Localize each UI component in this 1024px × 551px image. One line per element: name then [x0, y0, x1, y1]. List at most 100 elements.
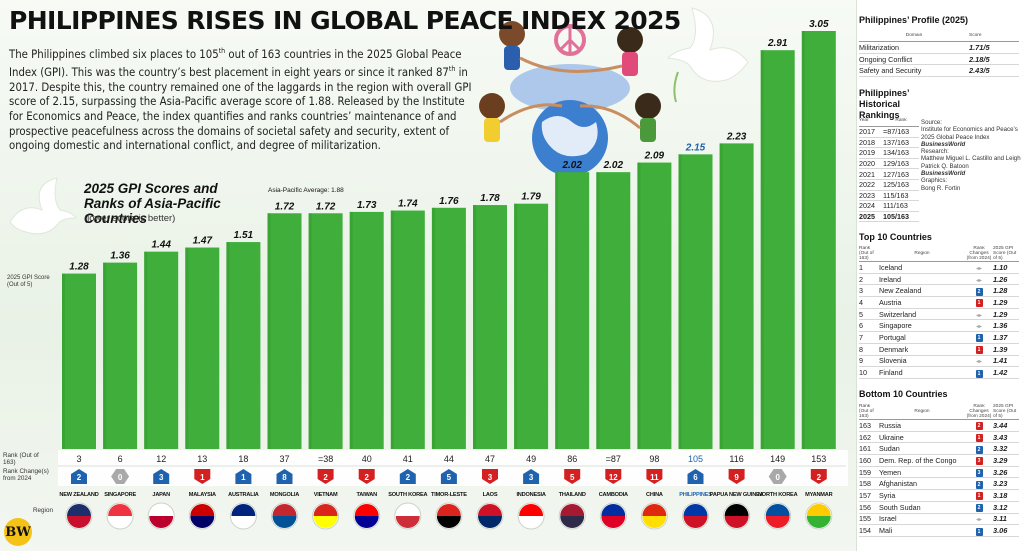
bottom10-row: 155 Israel ◂▸ 3.11: [859, 514, 1019, 526]
bar: [185, 247, 220, 449]
history-header-row: Year Rank: [859, 115, 919, 127]
history-rank: 129/163: [883, 159, 909, 169]
rank-label: 116: [729, 454, 743, 464]
value-label: 1.73: [357, 200, 377, 211]
bottom10-row: 160 Dem. Rep. of the Congo 3 3.29: [859, 455, 1019, 467]
top10-rank: 4: [859, 297, 863, 307]
history-header-year: Year: [859, 118, 869, 123]
rank-label: 105: [688, 454, 703, 464]
profile-domain: Ongoing Conflict: [859, 54, 913, 64]
flag-band: [724, 516, 749, 528]
top10-row: 1 Iceland ◂▸ 1.10: [859, 262, 1019, 274]
top10-score: 1.37: [993, 332, 1008, 342]
history-year: 2017: [859, 127, 875, 137]
flag-band: [108, 516, 133, 528]
flag-band: [601, 516, 626, 528]
top10-row: 9 Slovenia ◂▸ 1.41: [859, 356, 1019, 368]
bar-shade: [185, 247, 189, 449]
value-label: 2.91: [767, 38, 788, 49]
flag-band: [478, 516, 502, 528]
category-label: VIETNAM: [314, 492, 338, 498]
bar: [760, 50, 795, 449]
history-year: 2020: [859, 159, 875, 169]
bottom10-rank: 157: [859, 490, 871, 500]
top10-row: 2 Ireland ◂▸ 1.26: [859, 274, 1019, 286]
history-year: 2023: [859, 190, 875, 200]
bottom10-row: 163 Russia 2 3.44: [859, 420, 1019, 432]
rank-up-icon: 2: [975, 480, 983, 489]
bottom10-header-region: Region: [914, 408, 930, 414]
rank-change-label: 3: [529, 473, 534, 482]
rank-down-icon: 3: [975, 457, 983, 466]
bottom10-header-rank: Rank (Out of 163): [859, 403, 874, 419]
bar-shade: [801, 31, 805, 449]
value-label: 2.15: [685, 142, 706, 153]
history-row: 2025 105/163: [859, 212, 919, 223]
top10-rank: 10: [859, 368, 867, 378]
bar: [514, 203, 549, 449]
profile-header-row: Domain Score: [859, 30, 1019, 42]
profile-domain: Militarization: [859, 42, 899, 52]
bar-shade: [267, 213, 271, 449]
value-label: 2.09: [644, 151, 665, 162]
flag-band: [806, 504, 831, 516]
flag-band: [765, 516, 790, 528]
chart-title: 2025 GPI Scores and Ranks of Asia-Pacifi…: [84, 181, 221, 226]
graphics-brand: BusinessWorld: [921, 170, 966, 178]
history-rank: 127/163: [883, 169, 909, 179]
value-label: 1.47: [193, 236, 213, 247]
rank-down-icon: [605, 469, 622, 484]
top10-row: 7 Portugal 1 1.37: [859, 332, 1019, 344]
top10-change-cell: ◂▸: [965, 263, 993, 272]
bottom10-change-cell: 1: [965, 490, 993, 501]
bottom10-region: Yemen: [879, 467, 902, 477]
bottom10-row: 161 Sudan 2 3.32: [859, 443, 1019, 456]
profile-row: Safety and Security 2.43/5: [859, 65, 1019, 78]
top10-region: Slovenia: [879, 356, 907, 366]
bar-shade: [349, 211, 353, 449]
bar: [267, 213, 302, 449]
rank-down-icon: 1: [975, 346, 983, 355]
bottom10-score: 3.06: [993, 526, 1008, 536]
no-change-icon: ◂▸: [975, 359, 983, 366]
bar: [144, 251, 179, 449]
page-title: PHILIPPINES RISES IN GLOBAL PEACE INDEX …: [9, 6, 681, 35]
top10-row: 3 New Zealand 2 1.28: [859, 285, 1019, 298]
rank-down-icon: [317, 469, 334, 484]
flag-band: [354, 516, 379, 528]
source-text: Institute for Economics and Peace’s 2025…: [921, 126, 1018, 141]
flag-band: [149, 516, 174, 528]
no-change-icon: [111, 469, 130, 484]
flag-band: [313, 516, 338, 528]
bar-shade: [431, 207, 435, 449]
rank-change-label: 0: [775, 473, 780, 482]
top10-region: Denmark: [879, 344, 909, 354]
bottom10-change-cell: 1: [965, 432, 993, 443]
bar-shade: [62, 273, 65, 449]
side-panel: [856, 0, 1024, 551]
top10-row: 8 Denmark 1 1.39: [859, 344, 1019, 356]
bar: [719, 143, 754, 450]
rank-change-label: 3: [488, 473, 493, 482]
source-credits: Source: Institute for Economics and Peac…: [921, 119, 1021, 192]
rank-change-label: 2: [817, 473, 822, 482]
bottom10-score: 3.43: [993, 432, 1008, 442]
bar-shade: [144, 251, 148, 449]
history-year: 2019: [859, 148, 875, 158]
rank-label: 149: [770, 454, 785, 464]
top10-header-row: Rank (Out of 163) Region Rank Changes (f…: [859, 245, 1019, 262]
rank-label: 41: [403, 454, 413, 464]
bottom10-score: 3.32: [993, 444, 1008, 454]
top10-change-cell: 1: [965, 344, 993, 355]
rank-row-label: Rank (Out of 163): [3, 452, 39, 466]
flag-band: [395, 516, 420, 528]
bottom10-region: South Sudan: [879, 502, 921, 512]
flag-band: [560, 516, 585, 528]
rank-label: 13: [197, 454, 207, 464]
rank-change-label: 9: [734, 473, 739, 482]
top10-rank: 8: [859, 344, 863, 354]
history-row: 2024 111/163: [859, 201, 919, 212]
top10-score: 1.10: [993, 262, 1008, 272]
history-row: 2017 =87/163: [859, 127, 919, 138]
profile-header-domain: Domain: [905, 33, 923, 38]
